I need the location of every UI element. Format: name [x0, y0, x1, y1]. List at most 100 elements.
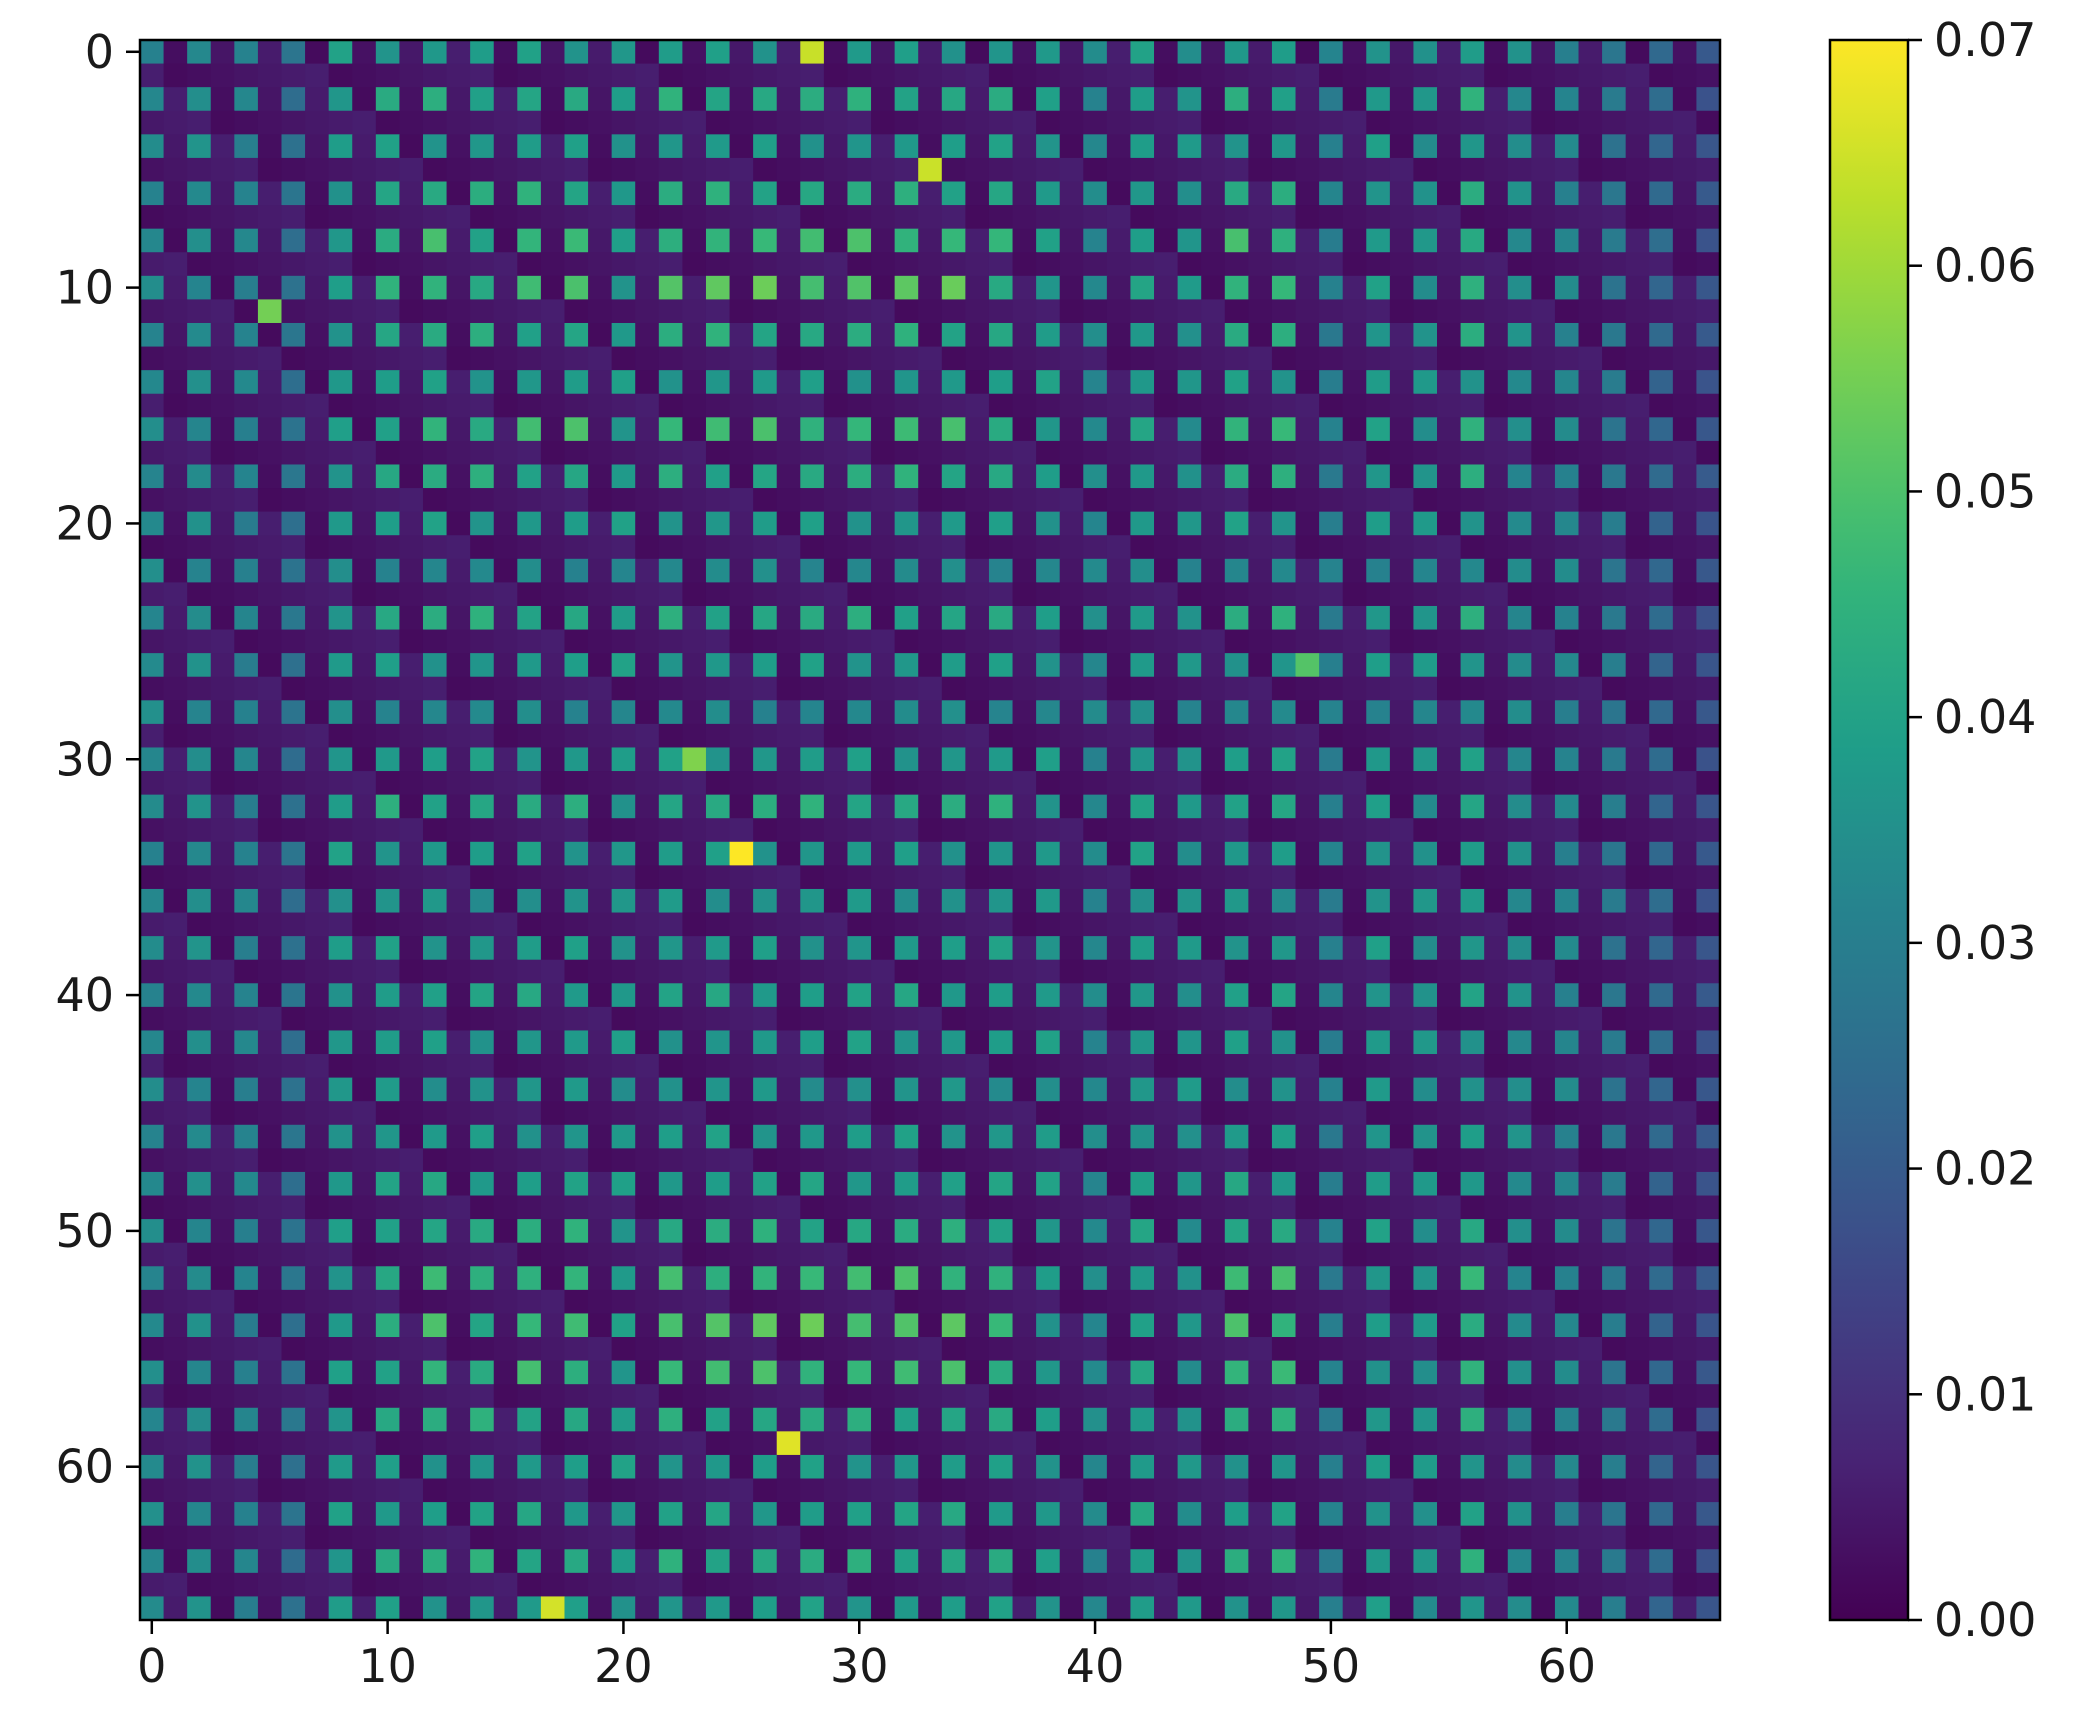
heatmap-cell — [1083, 1148, 1108, 1173]
heatmap-cell — [658, 1171, 683, 1197]
heatmap-cell — [753, 1454, 778, 1480]
heatmap-cell — [163, 1360, 188, 1385]
heatmap-cell — [1106, 322, 1132, 348]
heatmap-cell — [1437, 1525, 1462, 1550]
heatmap-cell — [1130, 1148, 1155, 1173]
heatmap-cell — [1012, 747, 1037, 772]
heatmap-cell — [446, 1360, 471, 1385]
heatmap-cell — [1295, 440, 1320, 466]
heatmap-cell — [1366, 1313, 1391, 1338]
heatmap-cell — [257, 417, 283, 442]
heatmap-cell — [1578, 959, 1603, 984]
heatmap-cell — [894, 865, 919, 890]
heatmap-cell — [281, 1360, 306, 1385]
heatmap-cell — [517, 1431, 542, 1456]
heatmap-cell — [1271, 228, 1297, 253]
heatmap-cell — [1389, 865, 1415, 890]
heatmap-cell — [1484, 1525, 1509, 1550]
heatmap-cell — [422, 1077, 448, 1102]
heatmap-cell — [399, 181, 424, 206]
heatmap-cell — [1554, 370, 1580, 395]
heatmap-cell — [493, 1101, 518, 1126]
heatmap-cell — [446, 1242, 471, 1267]
heatmap-cell — [965, 1478, 990, 1503]
heatmap-cell — [1271, 794, 1297, 819]
heatmap-cell — [163, 157, 188, 183]
heatmap-cell — [1083, 1407, 1108, 1432]
heatmap-cell — [918, 1431, 943, 1456]
heatmap-cell — [328, 841, 353, 866]
heatmap-cell — [305, 417, 330, 442]
heatmap-cell — [635, 511, 660, 536]
heatmap-cell — [1201, 134, 1226, 159]
heatmap-cell — [705, 747, 731, 772]
heatmap-cell — [1696, 558, 1721, 583]
heatmap-cell — [871, 228, 896, 253]
heatmap-cell — [1036, 134, 1061, 159]
heatmap-cell — [729, 228, 754, 253]
heatmap-cell — [1484, 794, 1509, 819]
heatmap-cell — [871, 1384, 896, 1409]
heatmap-cell — [871, 653, 896, 678]
heatmap-cell — [140, 1006, 165, 1032]
heatmap-cell — [1271, 535, 1297, 560]
heatmap-cell — [1130, 936, 1155, 961]
heatmap-cell — [352, 1195, 377, 1220]
heatmap-cell — [682, 1431, 707, 1456]
heatmap-cell — [588, 936, 613, 961]
heatmap-cell — [965, 87, 990, 112]
heatmap-cell — [988, 841, 1014, 866]
heatmap-cell — [753, 1384, 778, 1409]
heatmap-cell — [1130, 1124, 1155, 1149]
heatmap-cell — [234, 1407, 259, 1432]
heatmap-cell — [422, 346, 448, 371]
heatmap-cell — [140, 275, 165, 300]
heatmap-cell — [1366, 676, 1391, 701]
heatmap-cell — [1106, 1596, 1132, 1621]
heatmap-cell — [1413, 936, 1438, 961]
heatmap-cell — [375, 582, 400, 607]
heatmap-cell — [1389, 1596, 1415, 1621]
heatmap-cell — [776, 1313, 801, 1338]
heatmap-cell — [871, 1525, 896, 1550]
heatmap-cell — [540, 794, 566, 819]
heatmap-cell — [705, 1407, 731, 1432]
heatmap-cell — [564, 488, 589, 513]
heatmap-cell — [823, 1148, 849, 1173]
heatmap-cell — [1366, 228, 1391, 253]
heatmap-cell — [1649, 1171, 1674, 1197]
heatmap-cell — [352, 1572, 377, 1598]
heatmap-cell — [1342, 1242, 1367, 1267]
heatmap-cell — [493, 1454, 518, 1480]
heatmap-cell — [965, 299, 990, 324]
heatmap-cell — [1248, 1384, 1273, 1409]
heatmap-cell — [753, 40, 778, 65]
heatmap-cell — [257, 252, 283, 277]
heatmap-cell — [918, 417, 943, 442]
heatmap-cell — [305, 1502, 330, 1527]
heatmap-cell — [729, 582, 754, 607]
heatmap-cell — [776, 841, 801, 866]
heatmap-cell — [328, 87, 353, 112]
heatmap-cell — [1672, 629, 1698, 654]
heatmap-cell — [1036, 888, 1061, 914]
heatmap-cell — [1012, 605, 1037, 631]
heatmap-cell — [988, 1360, 1014, 1385]
heatmap-cell — [1059, 322, 1084, 348]
heatmap-cell — [965, 1431, 990, 1456]
heatmap-cell — [1389, 1195, 1415, 1220]
heatmap-cell — [1554, 40, 1580, 65]
heatmap-cell — [564, 1431, 589, 1456]
heatmap-cell — [493, 40, 518, 65]
heatmap-cell — [1201, 959, 1226, 984]
heatmap-cell — [163, 275, 188, 300]
heatmap-cell — [1059, 134, 1084, 159]
heatmap-cell — [1437, 299, 1462, 324]
heatmap-cell — [918, 157, 943, 183]
heatmap-cell — [1578, 1219, 1603, 1244]
heatmap-cell — [1248, 1454, 1273, 1480]
heatmap-cell — [776, 1101, 801, 1126]
heatmap-cell — [988, 1124, 1014, 1149]
heatmap-cell — [470, 936, 495, 961]
heatmap-cell — [517, 676, 542, 701]
